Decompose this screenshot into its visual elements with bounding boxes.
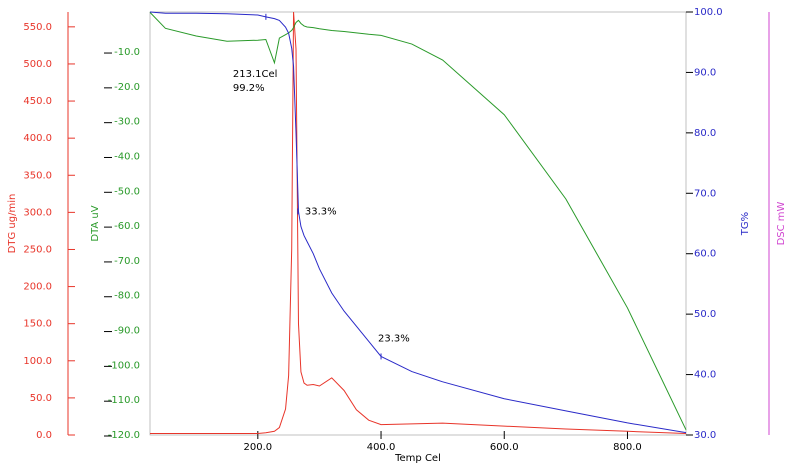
y-tick-label: -10.0 xyxy=(114,47,140,58)
data-line xyxy=(149,11,687,434)
annotation-text: 213.1Cel xyxy=(233,69,278,80)
data-line xyxy=(150,11,687,435)
y-tick-label: 90.0 xyxy=(694,67,716,78)
y-tick-label: 300.0 xyxy=(23,207,52,218)
y-tick-label: 400.0 xyxy=(23,133,52,144)
annotation-text: 33.3% xyxy=(305,206,337,217)
y-axis-label: TG% xyxy=(740,212,751,236)
plot-frame xyxy=(149,11,687,436)
y-tick-label: 60.0 xyxy=(694,249,716,260)
y-tick-label: 200.0 xyxy=(23,282,52,293)
y-tick-label: 40.0 xyxy=(694,370,716,381)
data-line xyxy=(149,12,687,430)
y-tick-label: -40.0 xyxy=(114,151,140,162)
y-tick-label: -110.0 xyxy=(108,395,140,406)
x-tick-label: 400.0 xyxy=(367,442,396,453)
y-tick-label: -80.0 xyxy=(114,291,140,302)
y-tick-label: -90.0 xyxy=(114,326,140,337)
y-tick-label: 100.0 xyxy=(23,356,52,367)
y-tick-label: 550.0 xyxy=(23,22,52,33)
y-tick-label: 80.0 xyxy=(694,128,716,139)
annotation-text: 23.3% xyxy=(378,333,410,344)
y-tick-label: -70.0 xyxy=(114,256,140,267)
y-tick-label: 50.0 xyxy=(694,309,716,320)
x-axis-label: Temp Cel xyxy=(394,453,441,464)
x-tick-label: 200.0 xyxy=(243,442,272,453)
y-tick-label: 30.0 xyxy=(694,430,716,441)
y-tick-label: 450.0 xyxy=(23,96,52,107)
y-axis-label: DSC mW xyxy=(776,201,787,245)
y-tick-label: 50.0 xyxy=(30,393,52,404)
y-tick-label: -120.0 xyxy=(108,430,140,441)
y-tick-label: 70.0 xyxy=(694,188,716,199)
y-tick-label: 350.0 xyxy=(23,170,52,181)
y-tick-label: -60.0 xyxy=(114,221,140,232)
y-tick-label: 100.0 xyxy=(694,7,723,18)
y-axis-label: DTG ug/min xyxy=(7,194,18,254)
y-tick-label: 500.0 xyxy=(23,59,52,70)
y-tick-label: -100.0 xyxy=(108,360,140,371)
y-axis-label: DTA uV xyxy=(90,205,101,241)
x-tick-label: 800.0 xyxy=(613,442,642,453)
y-tick-label: -50.0 xyxy=(114,186,140,197)
y-tick-label: -30.0 xyxy=(114,117,140,128)
y-tick-label: 250.0 xyxy=(23,244,52,255)
annotation-text: 99.2% xyxy=(233,83,265,94)
x-tick-label: 600.0 xyxy=(490,442,519,453)
y-tick-label: 150.0 xyxy=(23,319,52,330)
y-tick-label: 0.0 xyxy=(36,430,52,441)
y-tick-label: -20.0 xyxy=(114,82,140,93)
